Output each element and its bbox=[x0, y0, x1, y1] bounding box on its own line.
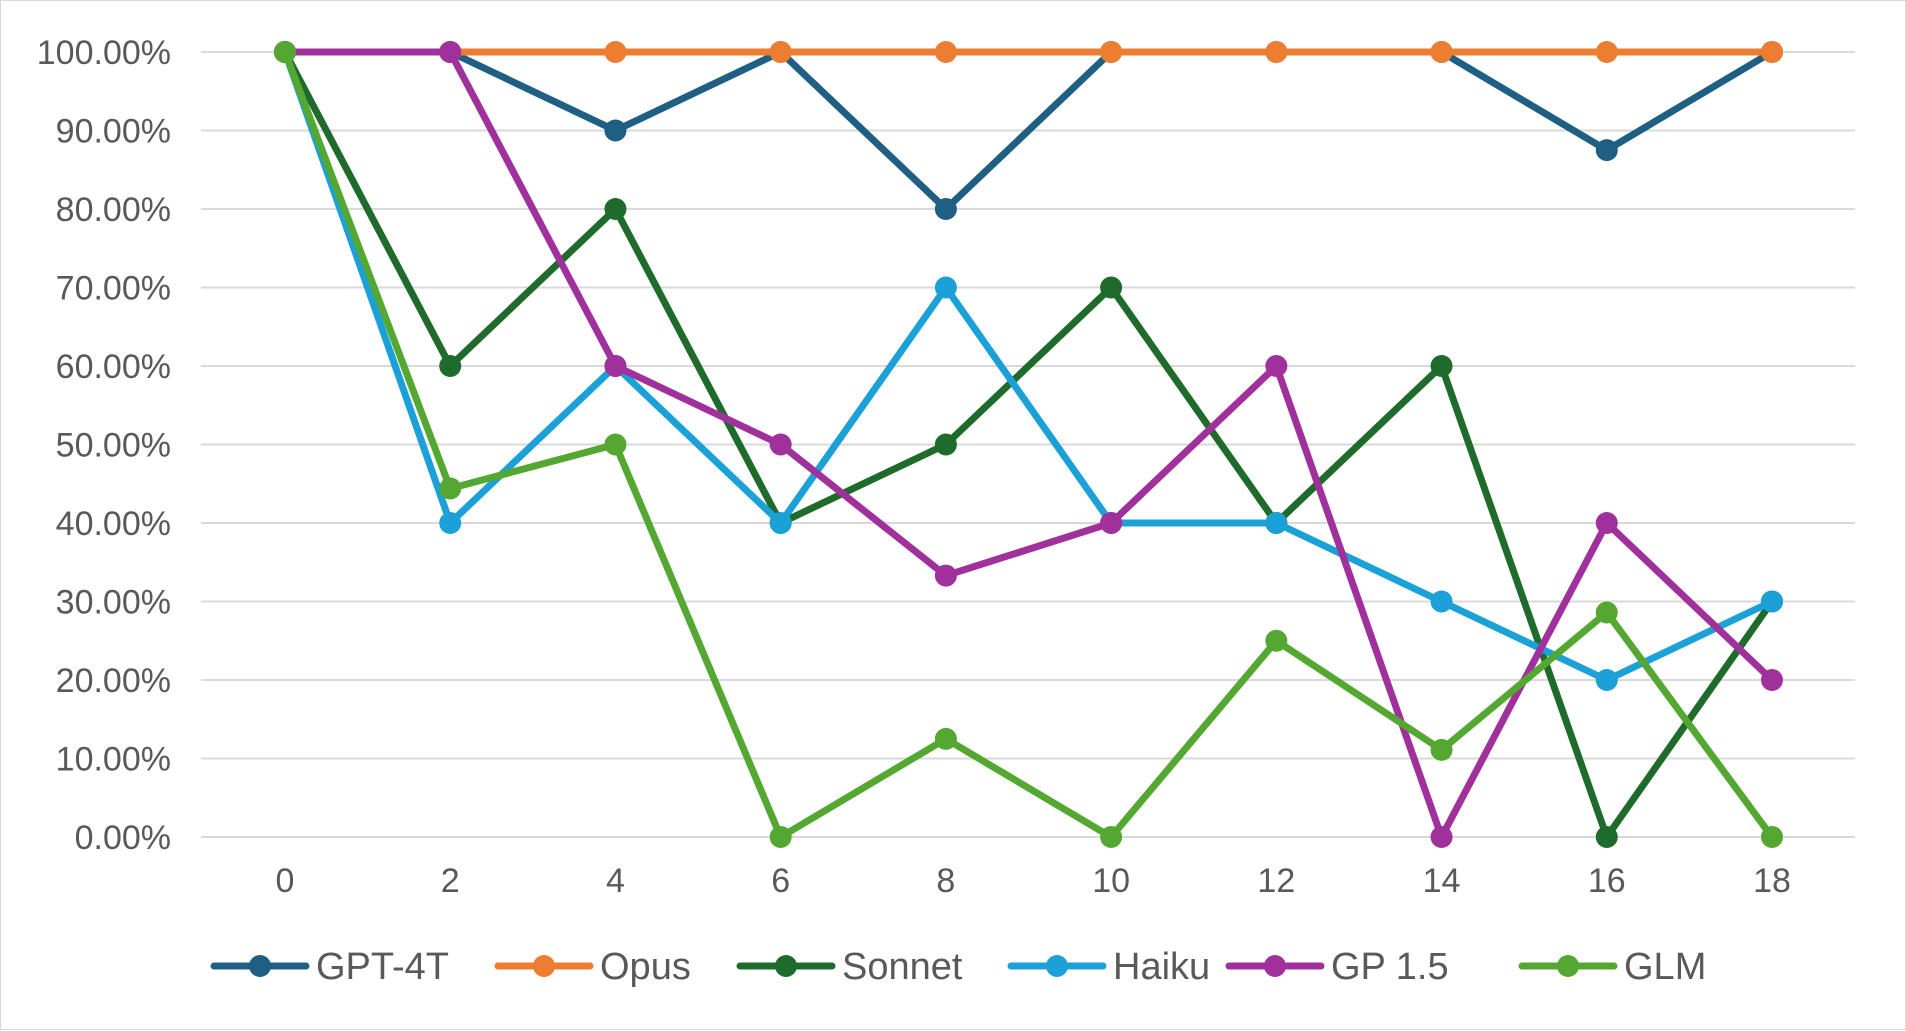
x-tick-label: 0 bbox=[276, 862, 295, 900]
data-point bbox=[439, 41, 462, 63]
series-line bbox=[281, 48, 1776, 213]
legend-label: GPT-4T bbox=[316, 946, 449, 988]
legend-item: Haiku bbox=[1007, 946, 1210, 988]
series-opus bbox=[274, 41, 1783, 63]
data-point bbox=[934, 198, 957, 220]
x-tick-label: 16 bbox=[1588, 862, 1626, 900]
series-sonnet bbox=[274, 41, 1783, 848]
data-point bbox=[604, 355, 627, 377]
legend-swatch-marker bbox=[533, 955, 555, 977]
data-point bbox=[1595, 826, 1618, 848]
data-point bbox=[604, 198, 627, 220]
data-point bbox=[934, 276, 957, 299]
data-point bbox=[1430, 826, 1453, 848]
data-point bbox=[1595, 139, 1618, 162]
data-point bbox=[439, 477, 462, 500]
data-point bbox=[1761, 826, 1783, 848]
series-lines bbox=[274, 41, 1783, 848]
legend-item: GP 1.5 bbox=[1225, 946, 1449, 988]
data-point bbox=[934, 564, 957, 587]
data-point bbox=[1761, 41, 1783, 63]
gridlines bbox=[201, 51, 1855, 838]
y-tick-label: 80.00% bbox=[56, 191, 171, 229]
legend-label: GLM bbox=[1624, 946, 1706, 988]
data-point bbox=[1595, 601, 1618, 624]
x-axis-tick-labels: 0 2 4 6 8 10 12 14 16 18 bbox=[276, 862, 1791, 900]
series-line bbox=[281, 48, 1776, 841]
legend-item: Sonnet bbox=[736, 946, 963, 988]
data-point bbox=[769, 512, 792, 534]
data-point bbox=[1100, 276, 1123, 299]
y-tick-label: 100.00% bbox=[37, 34, 171, 72]
legend-label: Sonnet bbox=[842, 946, 963, 988]
data-point bbox=[1430, 590, 1453, 613]
y-tick-label: 20.00% bbox=[56, 662, 171, 700]
x-tick-label: 18 bbox=[1753, 862, 1791, 900]
x-tick-label: 14 bbox=[1423, 862, 1461, 900]
data-point bbox=[1595, 41, 1618, 63]
legend: GPT-4T Opus Sonnet Haiku GP 1.5 GLM bbox=[210, 946, 1706, 988]
legend-item: GLM bbox=[1518, 946, 1706, 988]
series-line bbox=[281, 48, 1776, 841]
data-point bbox=[1761, 590, 1783, 613]
data-point bbox=[439, 355, 462, 377]
data-point bbox=[1265, 629, 1288, 652]
legend-swatch-marker bbox=[249, 955, 271, 977]
y-tick-label: 50.00% bbox=[56, 427, 171, 465]
data-point bbox=[1100, 826, 1123, 848]
data-point bbox=[769, 433, 792, 456]
data-point bbox=[769, 41, 792, 63]
x-tick-label: 4 bbox=[606, 862, 625, 900]
x-tick-label: 8 bbox=[936, 862, 955, 900]
data-point bbox=[934, 41, 957, 63]
legend-swatch-marker bbox=[1264, 955, 1286, 977]
x-tick-label: 10 bbox=[1092, 862, 1130, 900]
data-point bbox=[1265, 355, 1288, 377]
legend-swatch-marker bbox=[1557, 955, 1579, 977]
legend-swatch-marker bbox=[775, 955, 797, 977]
data-point bbox=[1761, 669, 1783, 691]
y-tick-label: 60.00% bbox=[56, 348, 171, 386]
data-point bbox=[1430, 738, 1453, 761]
data-point bbox=[604, 119, 627, 142]
data-point bbox=[1595, 669, 1618, 691]
series-line bbox=[281, 48, 1776, 684]
data-point bbox=[1100, 41, 1123, 63]
data-point bbox=[274, 41, 296, 63]
data-point bbox=[1430, 355, 1453, 377]
y-tick-label: 70.00% bbox=[56, 270, 171, 308]
y-tick-label: 40.00% bbox=[56, 505, 171, 543]
x-tick-label: 2 bbox=[441, 862, 460, 900]
data-point bbox=[604, 41, 627, 63]
x-tick-label: 12 bbox=[1257, 862, 1295, 900]
data-point bbox=[1430, 41, 1453, 63]
data-point bbox=[1265, 41, 1288, 63]
y-tick-label: 90.00% bbox=[56, 113, 171, 151]
legend-item: Opus bbox=[494, 946, 691, 988]
data-point bbox=[769, 826, 792, 848]
data-point bbox=[604, 433, 627, 456]
data-point bbox=[1100, 512, 1123, 534]
legend-item: GPT-4T bbox=[210, 946, 449, 988]
data-point bbox=[1265, 512, 1288, 534]
legend-swatch-marker bbox=[1046, 955, 1068, 977]
legend-label: Opus bbox=[600, 946, 691, 988]
data-point bbox=[1595, 512, 1618, 534]
data-point bbox=[934, 727, 957, 750]
legend-label: Haiku bbox=[1113, 946, 1210, 988]
y-tick-label: 0.00% bbox=[75, 819, 171, 857]
y-tick-label: 30.00% bbox=[56, 584, 171, 622]
data-point bbox=[439, 512, 462, 534]
data-point bbox=[934, 433, 957, 456]
series-glm bbox=[274, 41, 1783, 848]
y-tick-label: 10.00% bbox=[56, 741, 171, 779]
y-axis-tick-labels: 0.00% 10.00% 20.00% 30.00% 40.00% 50.00% 60.00… bbox=[37, 34, 171, 857]
legend-label: GP 1.5 bbox=[1331, 946, 1449, 988]
x-tick-label: 6 bbox=[771, 862, 790, 900]
